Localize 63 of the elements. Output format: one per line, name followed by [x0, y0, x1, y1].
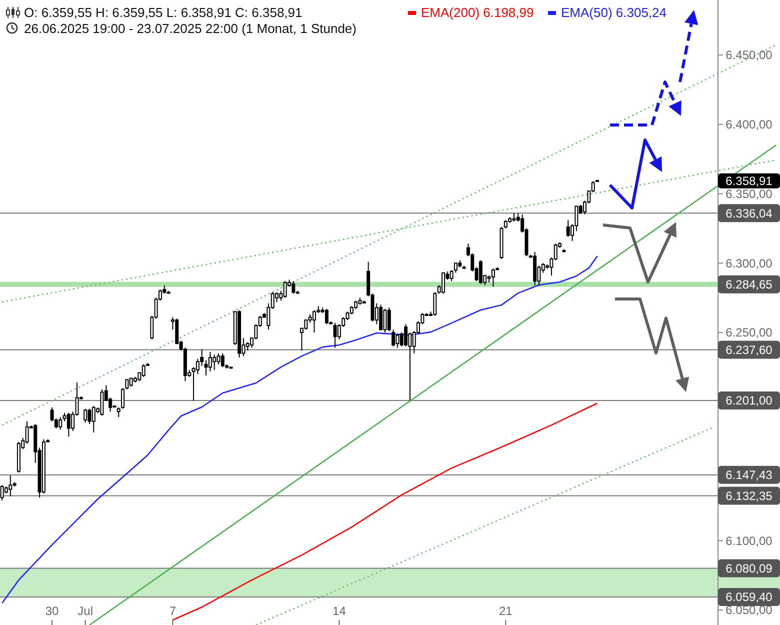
legend-label: EMA(50) 6.305,24	[561, 5, 667, 20]
candlestick	[283, 280, 287, 298]
candlestick	[92, 406, 96, 433]
y-tick-label: 6.250,00	[726, 326, 773, 340]
y-tick-label: 6.400,00	[726, 118, 773, 132]
line-series	[172, 402, 598, 621]
candlestick	[387, 307, 391, 332]
candlestick	[292, 280, 296, 294]
x-tick-label: 14	[332, 604, 346, 618]
ref-line-label: 6.237,60	[726, 342, 773, 357]
candlestick	[212, 354, 216, 370]
candlestick	[333, 322, 337, 348]
ref-line-label: 6.201,00	[726, 394, 773, 408]
candlestick	[379, 304, 383, 330]
ref-line-label: 6.080,09	[726, 561, 773, 576]
annotation: 6.358,91	[726, 174, 773, 188]
legend-label: EMA(200) 6.198,99	[421, 5, 534, 20]
candlestick	[58, 416, 62, 430]
y-tick-label: 6.100,00	[726, 534, 773, 548]
candlestick	[312, 310, 316, 333]
candlestick	[84, 408, 88, 424]
ref-line-label: 6.132,35	[726, 488, 773, 503]
ref-line-label: 6.147,43	[726, 468, 773, 482]
candlestick	[566, 220, 570, 238]
candlestick	[220, 352, 224, 368]
candlestick	[8, 474, 12, 497]
candlestick	[324, 308, 328, 325]
x-tick-label: 7	[169, 604, 176, 618]
candlestick	[383, 308, 387, 333]
y-tick-label: 6.450,00	[726, 48, 773, 62]
candlestick	[208, 351, 212, 372]
x-tick-label: 30	[45, 604, 60, 618]
candlestick	[433, 292, 437, 316]
candlestick	[88, 408, 92, 425]
candlestick	[142, 364, 146, 378]
y-tick-label: 6.350,00	[726, 186, 773, 201]
candlestick	[442, 272, 445, 294]
candlestick	[304, 319, 308, 330]
candlestick	[25, 420, 29, 444]
candlestick	[116, 406, 120, 418]
candlestick	[0, 484, 4, 501]
ref-line-label: 6.059,40	[726, 590, 773, 604]
candlestick	[216, 352, 220, 365]
x-tick-label: Jul	[78, 604, 93, 618]
candlestick	[478, 260, 482, 284]
ref-line-label: 6.336,04	[726, 206, 773, 220]
candlestick	[404, 324, 408, 347]
y-tick-label: 6.300,00	[726, 256, 773, 270]
y-tick-label: 6.050,00	[726, 603, 773, 618]
candlestick	[396, 333, 400, 348]
candlestick	[100, 388, 104, 416]
candlestick	[196, 358, 200, 375]
candlestick	[204, 360, 208, 376]
candlestick	[392, 329, 396, 347]
text: 26.06.2025 19:00 - 23.07.2025 22:00 (1 Monat, 1 Stunde)	[24, 21, 356, 36]
candlestick	[491, 268, 495, 288]
candlestick	[66, 412, 70, 438]
x-tick-label: 21	[499, 604, 513, 618]
candlestick	[200, 348, 204, 366]
ref-line-label: 6.284,65	[726, 278, 773, 292]
candlestick	[450, 270, 454, 282]
line-series	[1, 256, 598, 604]
annotation: O: 6.359,55 H: 6.359,55 L: 6.358,91 C: 6.358,91	[24, 5, 302, 20]
